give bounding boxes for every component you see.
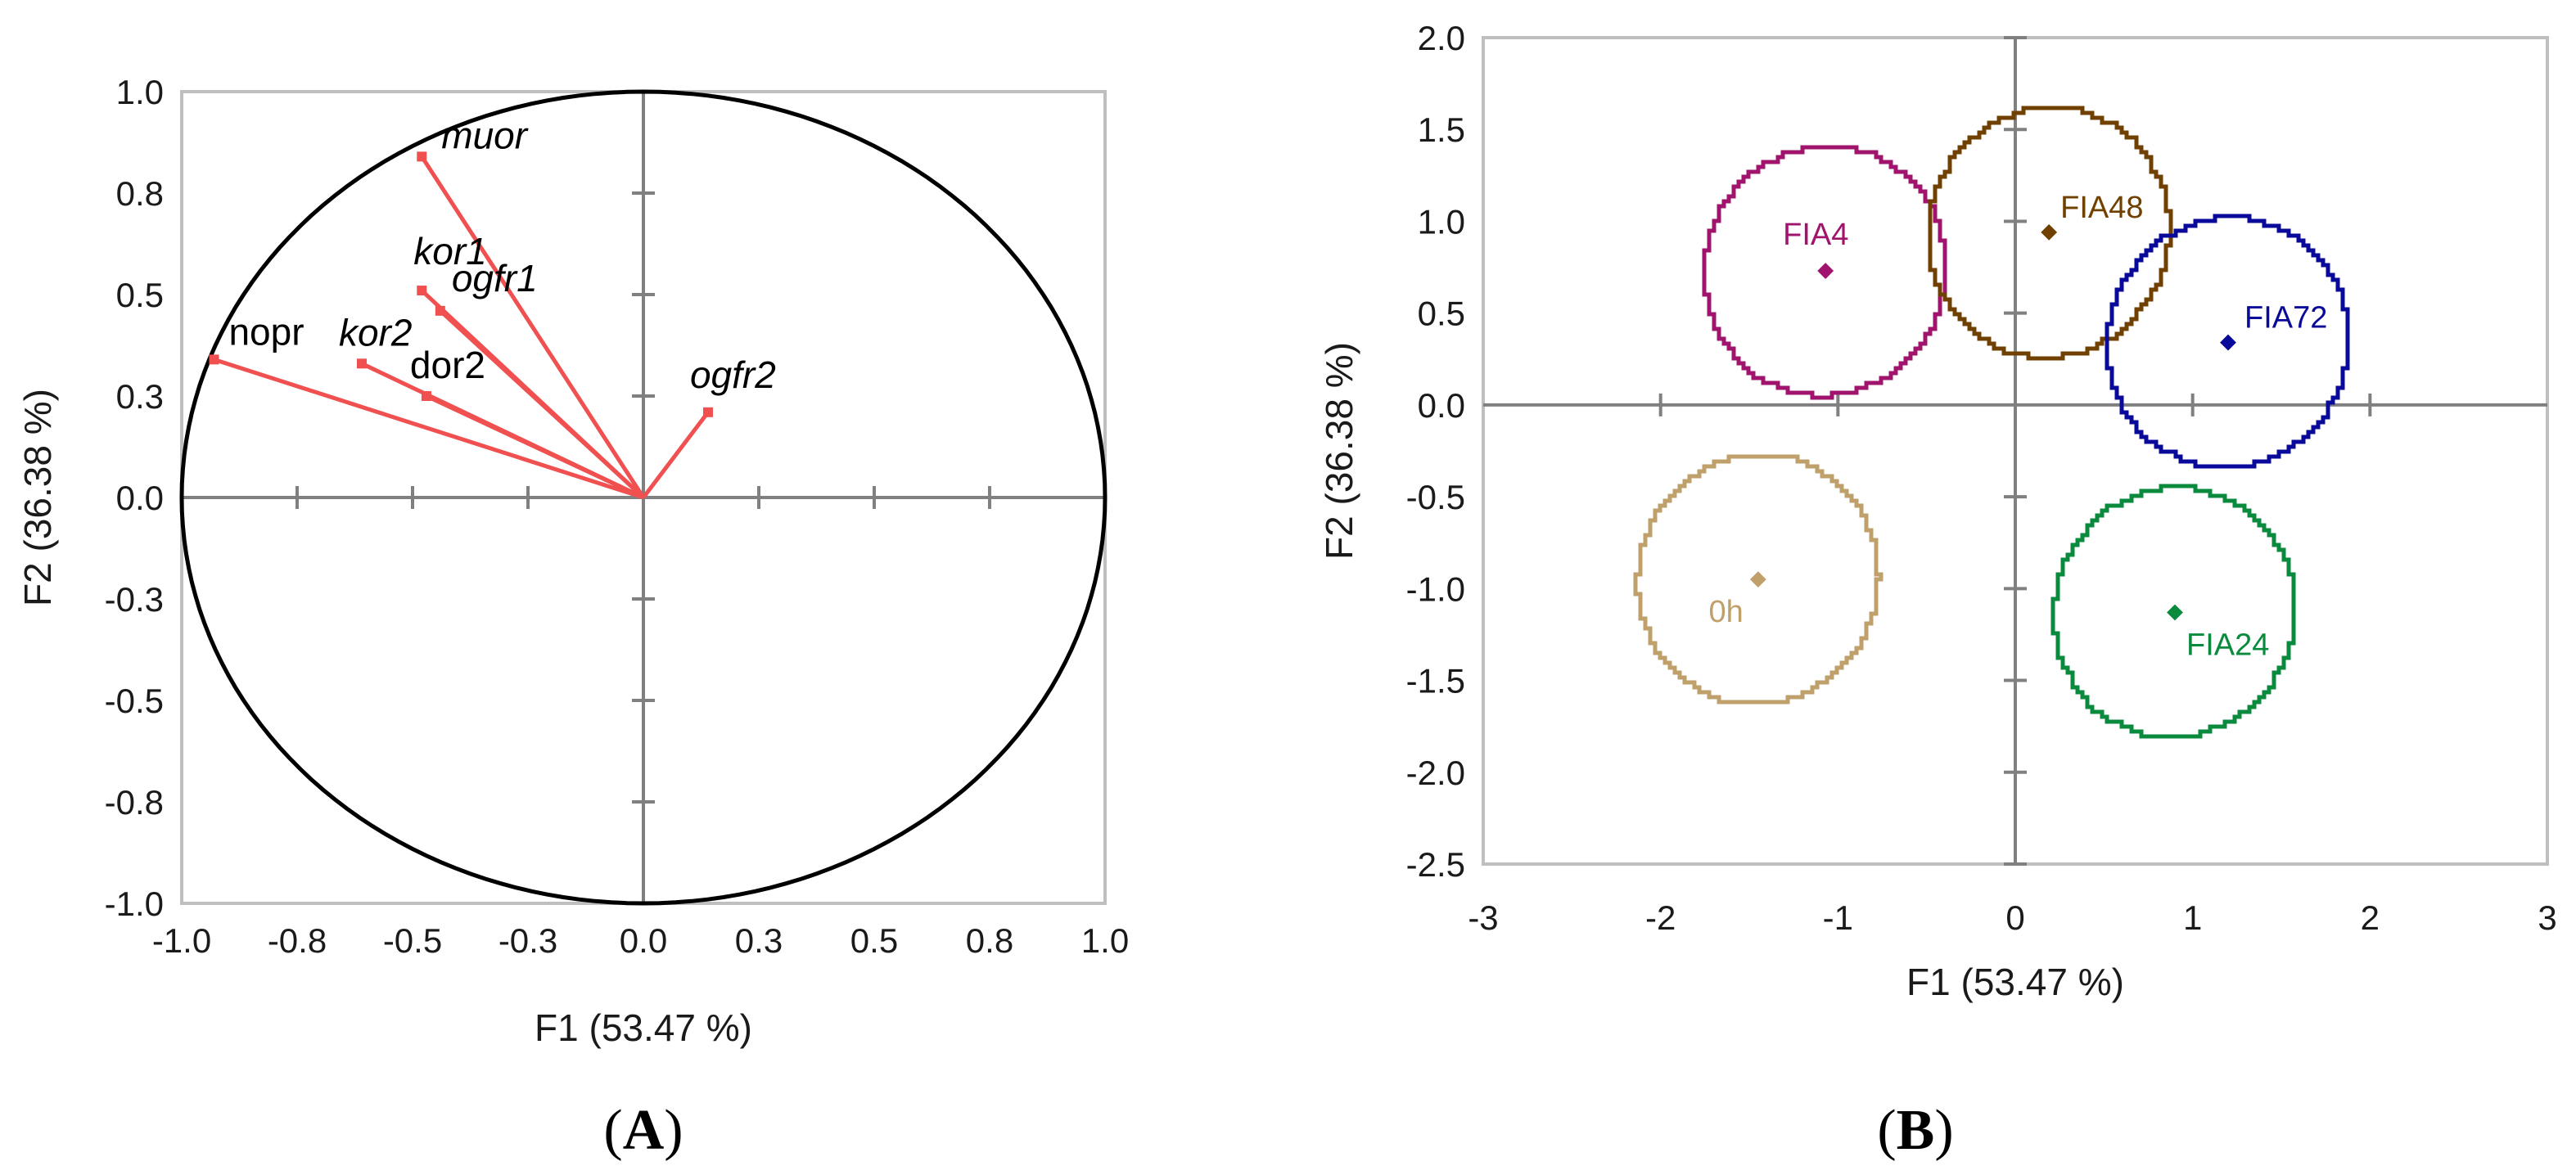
x-tick-label-a: 1.0 (1081, 921, 1129, 960)
x-tick-label-a: 0.3 (735, 921, 783, 960)
y-tick-label-b: 1.0 (1418, 202, 1465, 241)
panel-letter-a: A (623, 1099, 665, 1162)
x-axis-title-a: F1 (53.47 %) (535, 1006, 752, 1049)
x-tick-label-a: -0.3 (499, 921, 557, 960)
vector-label-nopr: nopr (228, 310, 304, 353)
panel-paren-close-b: ) (1934, 1099, 1953, 1162)
y-tick-label-b: 2.0 (1418, 19, 1465, 57)
group-centroid-0h (1749, 571, 1766, 588)
group-ellipses: FIA4 FIA48 FIA72 0h FIA24 (1633, 106, 2350, 739)
x-tick-label-b: -1 (1823, 898, 1853, 937)
y-tick-label-a: -0.3 (105, 580, 164, 619)
vector-tip-nopr (209, 354, 219, 365)
vector-ogfr2 (642, 411, 710, 499)
x-axis-title-b: F1 (53.47 %) (1906, 961, 2124, 1003)
y-tick-label-a: 1.0 (116, 73, 164, 111)
y-tick-label-b: -1.0 (1406, 569, 1465, 608)
y-tick-label-a: 0.0 (116, 479, 164, 517)
panel-paren-open-a: ( (603, 1099, 622, 1162)
y-tick-labels-a: -1.0 -0.8 -0.5 -0.3 0.0 0.3 0.5 0.8 1.0 (105, 73, 164, 923)
group-circle-FIA24 (2050, 484, 2296, 739)
group-centroid-FIA24 (2167, 604, 2183, 621)
y-tick-label-a: 0.5 (116, 276, 164, 314)
y-tick-label-a: -0.8 (105, 783, 164, 822)
group-circle-FIA72 (2105, 214, 2350, 469)
group-centroid-FIA4 (1817, 263, 1834, 279)
vector-dor2 (425, 394, 645, 500)
vector-tip-kor2 (356, 358, 367, 369)
group-label-FIA72: FIA72 (2244, 301, 2327, 335)
panel-paren-open-b: ( (1877, 1099, 1896, 1162)
x-tick-label-b: 0 (2005, 898, 2024, 937)
y-tick-label-a: 0.8 (116, 174, 164, 213)
vector-tip-muor (417, 151, 427, 162)
y-axis-title-b: F2 (36.38 %) (1318, 342, 1360, 560)
y-tick-label-b: 1.5 (1418, 110, 1465, 149)
vector-tip-ogfr2 (702, 407, 713, 417)
group-centroid-FIA48 (2041, 224, 2058, 241)
panel-paren-close-a: ) (664, 1099, 683, 1162)
y-tick-label-b: -2.0 (1406, 754, 1465, 792)
y-tick-label-b: 0.0 (1418, 386, 1465, 425)
x-tick-label-b: 3 (2538, 898, 2556, 937)
y-tick-labels-b: -2.5 -2.0 -1.5 -1.0 -0.5 0.0 0.5 1.0 1.5 2.0 (1406, 19, 1465, 884)
group-label-FIA4: FIA4 (1783, 218, 1848, 252)
x-tick-label-b: 1 (2183, 898, 2202, 937)
correlation-circle (179, 89, 1108, 906)
x-tick-label-a: 0.5 (850, 921, 898, 960)
group-circle-FIA4 (1702, 145, 1947, 400)
x-tick-label-a: -1.0 (152, 921, 211, 960)
group-centroid-FIA72 (2220, 334, 2236, 351)
vector-tip-dor2 (421, 391, 431, 401)
x-tick-labels-a: -1.0 -0.8 -0.5 -0.3 0.0 0.3 0.5 0.8 1.0 (152, 921, 1129, 960)
vector-label-ogfr2: ogfr2 (690, 353, 776, 396)
vector-tip-kor1 (417, 286, 427, 296)
vector-label-kor2: kor2 (339, 311, 412, 353)
x-tick-labels-b: -3 -2 -1 0 1 2 3 (1468, 898, 2556, 937)
group-label-FIA24: FIA24 (2186, 628, 2269, 663)
vector-label-muor: muor (441, 114, 528, 156)
axes-b (1483, 38, 2547, 864)
y-tick-label-b: 0.5 (1418, 295, 1465, 333)
y-axis-title-a: F2 (36.38 %) (16, 389, 59, 606)
panel-letter-b: B (1897, 1099, 1935, 1162)
vector-label-dor2: dor2 (410, 344, 485, 386)
x-tick-label-a: -0.5 (383, 921, 442, 960)
x-tick-label-b: 2 (2361, 898, 2380, 937)
x-tick-label-a: 0.0 (620, 921, 667, 960)
vector-ogfr1 (439, 308, 645, 499)
y-tick-label-b: -0.5 (1406, 478, 1465, 516)
group-label-0h: 0h (1709, 595, 1744, 629)
y-tick-label-b: -1.5 (1406, 662, 1465, 700)
vector-label-kor1: kor1 (413, 230, 486, 272)
x-tick-label-a: 0.8 (966, 921, 1013, 960)
y-tick-label-a: -0.5 (105, 682, 164, 720)
x-tick-label-b: -3 (1468, 898, 1498, 937)
vector-nopr (213, 357, 644, 500)
panel-label-a: (A) (603, 1099, 683, 1162)
y-tick-label-a: -1.0 (105, 885, 164, 923)
group-label-FIA48: FIA48 (2060, 191, 2143, 225)
x-tick-label-a: -0.8 (268, 921, 327, 960)
panel-label-b: (B) (1877, 1099, 1953, 1162)
group-circle-0h (1633, 454, 1884, 705)
x-tick-label-b: -2 (1645, 898, 1676, 937)
vector-tip-ogfr1 (435, 305, 445, 316)
y-tick-label-a: 0.3 (116, 377, 164, 416)
vector-muor (420, 155, 646, 499)
group-circle-FIA48 (1928, 106, 2173, 361)
y-tick-label-b: -2.5 (1406, 845, 1465, 884)
vector-label-ogfr1: ogfr1 (452, 257, 538, 299)
